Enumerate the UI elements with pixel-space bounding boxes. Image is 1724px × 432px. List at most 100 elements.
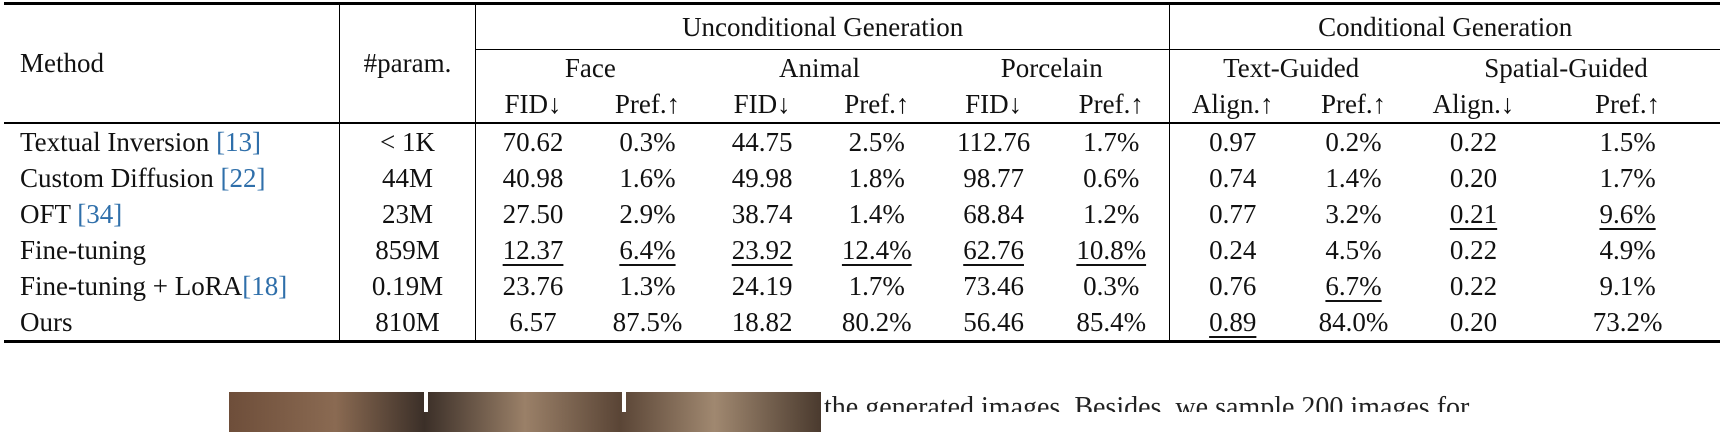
text-pref: 4.5% <box>1325 234 1382 265</box>
results-table: Method #param. Unconditional Generation … <box>4 2 1720 343</box>
figure-divider <box>424 392 428 412</box>
face-pref: 6.4% <box>619 234 676 265</box>
spatial-align: 0.22 <box>1449 126 1498 157</box>
header-spatial-pref: Pref.↑ <box>1594 88 1661 119</box>
row-method: Fine-tuning <box>4 232 341 268</box>
header-text-pref: Pref.↑ <box>1320 88 1387 119</box>
porcelain-fid: 62.76 <box>963 234 1024 265</box>
face-fid: 6.57 <box>509 306 557 337</box>
header-spatial-align: Align.↓ <box>1432 88 1515 119</box>
animal-fid: 18.82 <box>731 306 793 337</box>
table-row: Fine-tuning + LoRA[18] 0.19M 23.76 1.3% … <box>4 268 1720 304</box>
row-param: 23M <box>339 196 476 232</box>
animal-pref: 1.4% <box>848 198 905 229</box>
header-unconditional-generation: Unconditional Generation <box>475 3 1171 50</box>
spatial-align: 0.20 <box>1449 306 1498 337</box>
table-row: Fine-tuning 859M 12.37 6.4% 23.92 12.4% … <box>4 232 1720 268</box>
table-row: Custom Diffusion [22] 44M 40.98 1.6% 49.… <box>4 160 1720 196</box>
citation-link[interactable]: [13] <box>216 126 262 157</box>
header-text-guided: Text-Guided <box>1223 52 1360 83</box>
table-row: Ours 810M 6.57 87.5% 18.82 80.2% 56.46 8… <box>4 304 1720 342</box>
text-pref: 0.2% <box>1325 126 1382 157</box>
animal-pref: 80.2% <box>841 306 912 337</box>
header-animal-fid: FID↓ <box>733 88 791 119</box>
header-method: Method <box>4 3 341 123</box>
spatial-align: 0.21 <box>1449 198 1498 229</box>
method-name: OFT <box>20 198 78 229</box>
porcelain-pref: 0.6% <box>1053 160 1171 196</box>
text-align: 0.77 <box>1209 198 1257 229</box>
porcelain-pref: 1.7% <box>1053 123 1171 160</box>
text-pref: 84.0% <box>1318 306 1389 337</box>
row-method: Textual Inversion [13] <box>4 123 341 160</box>
face-fid: 12.37 <box>502 234 564 265</box>
method-name: Custom Diffusion <box>20 162 221 193</box>
row-method: Fine-tuning + LoRA[18] <box>4 268 341 304</box>
citation-link[interactable]: [34] <box>77 198 123 229</box>
spatial-pref: 9.1% <box>1599 270 1656 301</box>
header-face: Face <box>564 52 616 83</box>
animal-pref: 12.4% <box>841 234 912 265</box>
row-param: 44M <box>339 160 476 196</box>
row-param: 0.19M <box>339 268 476 304</box>
row-method: Custom Diffusion [22] <box>4 160 341 196</box>
spatial-pref: 9.6% <box>1599 198 1656 229</box>
spatial-align: 0.20 <box>1449 162 1498 193</box>
porcelain-fid: 73.46 <box>963 270 1024 301</box>
animal-fid: 49.98 <box>731 162 793 193</box>
text-align: 0.89 <box>1209 306 1257 337</box>
table-row: OFT [34] 23M 27.50 2.9% 38.74 1.4% 68.84… <box>4 196 1720 232</box>
citation-link[interactable]: [22] <box>220 162 266 193</box>
figure-image-strip <box>229 392 821 432</box>
animal-fid: 23.92 <box>731 234 793 265</box>
porcelain-pref: 10.8% <box>1053 232 1171 268</box>
header-spatial-guided: Spatial-Guided <box>1484 52 1648 83</box>
row-param: 859M <box>339 232 476 268</box>
face-fid: 23.76 <box>502 270 564 301</box>
spatial-pref: 73.2% <box>1592 306 1663 337</box>
spatial-align: 0.22 <box>1449 270 1498 301</box>
header-porcelain-fid: FID↓ <box>965 88 1023 119</box>
header-conditional-generation: Conditional Generation <box>1169 3 1720 50</box>
face-fid: 27.50 <box>502 198 564 229</box>
text-pref: 3.2% <box>1325 198 1382 229</box>
animal-pref: 1.8% <box>848 162 905 193</box>
header-animal: Animal <box>778 52 860 83</box>
porcelain-fid: 68.84 <box>963 198 1024 229</box>
row-param: 810M <box>339 304 476 342</box>
header-text-align: Align.↑ <box>1191 88 1274 119</box>
face-pref: 0.3% <box>619 126 676 157</box>
row-param: < 1K <box>339 123 476 160</box>
table-row: Textual Inversion [13] < 1K 70.62 0.3% 4… <box>4 123 1720 160</box>
animal-fid: 44.75 <box>731 126 793 157</box>
face-fid: 40.98 <box>502 162 564 193</box>
porcelain-pref: 1.2% <box>1053 196 1171 232</box>
text-align: 0.74 <box>1209 162 1257 193</box>
row-method: OFT [34] <box>4 196 341 232</box>
face-fid: 70.62 <box>502 126 564 157</box>
face-pref: 1.6% <box>619 162 676 193</box>
text-pref: 1.4% <box>1325 162 1382 193</box>
header-face-fid: FID↓ <box>504 88 562 119</box>
text-pref: 6.7% <box>1325 270 1382 301</box>
porcelain-fid: 56.46 <box>963 306 1024 337</box>
spatial-pref: 4.9% <box>1599 234 1656 265</box>
method-name: Fine-tuning <box>20 234 146 265</box>
method-name: Fine-tuning + LoRA <box>20 270 243 301</box>
header-face-pref: Pref.↑ <box>614 88 681 119</box>
header-animal-pref: Pref.↑ <box>844 88 910 119</box>
method-name: Textual Inversion <box>20 126 217 157</box>
face-pref: 1.3% <box>619 270 676 301</box>
header-porcelain: Porcelain <box>934 49 1171 86</box>
row-method: Ours <box>4 304 341 342</box>
body-text-line: the generated images. Besides, we sample… <box>824 392 1470 412</box>
face-pref: 87.5% <box>612 306 683 337</box>
spatial-pref: 1.7% <box>1599 162 1656 193</box>
spatial-pref: 1.5% <box>1599 126 1656 157</box>
porcelain-fid: 112.76 <box>956 126 1031 157</box>
text-align: 0.24 <box>1209 234 1257 265</box>
citation-link[interactable]: [18] <box>242 270 288 301</box>
spatial-align: 0.22 <box>1449 234 1498 265</box>
animal-fid: 24.19 <box>731 270 793 301</box>
header-param: #param. <box>339 3 476 123</box>
